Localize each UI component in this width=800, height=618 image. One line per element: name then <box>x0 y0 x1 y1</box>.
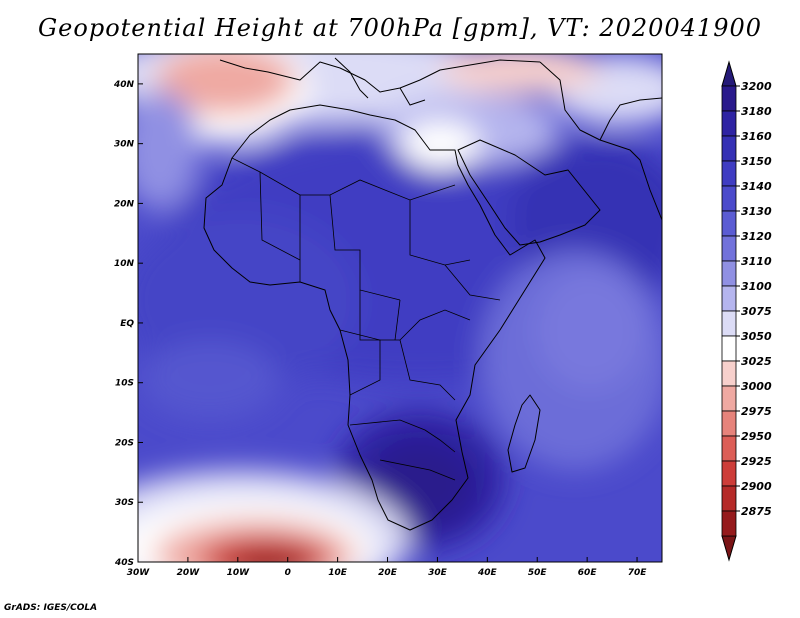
colorbar-swatch <box>721 360 737 387</box>
colorbar-label: 3000 <box>741 380 772 393</box>
colorbar-label: 3140 <box>741 180 772 193</box>
colorbar-swatch <box>721 435 737 462</box>
colorbar-label: 3075 <box>741 305 772 318</box>
lon-tick-label: 20E <box>378 568 398 578</box>
colorbar-swatch <box>721 410 737 437</box>
lat-tick-label: 20S <box>115 438 134 448</box>
colorbar-swatch <box>721 335 737 362</box>
lon-tick-label: 10W <box>227 568 251 578</box>
lon-tick-label: 30W <box>127 568 151 578</box>
colorbar-swatch <box>721 260 737 287</box>
colorbar-label: 2900 <box>741 480 772 493</box>
colorbar-label: 3120 <box>741 230 772 243</box>
longitude-axis: 30W 20W 10W 0 10E 20E 30E 40E 50E 60E 70E <box>127 557 647 578</box>
colorbar-swatch <box>721 185 737 212</box>
colorbar-label: 3200 <box>741 80 772 93</box>
colorbar-swatch <box>721 235 737 262</box>
colorbar-label: 3110 <box>741 255 772 268</box>
country-borders <box>231 157 501 481</box>
colorbar-swatch <box>721 210 737 237</box>
lon-tick-label: 20W <box>177 568 201 578</box>
map-frame <box>137 53 663 563</box>
colorbar-label: 2875 <box>741 505 772 518</box>
colorbar: 3200 3180 3160 3150 3140 3130 3120 3110 3100 3075… <box>721 60 772 562</box>
coastlines <box>203 57 662 531</box>
colorbar-label: 2925 <box>741 455 772 468</box>
colorbar-label: 3150 <box>741 155 772 168</box>
colorbar-label: 3180 <box>741 105 772 118</box>
credit-label: GrADS: IGES/COLA <box>4 603 98 613</box>
colorbar-swatch <box>721 160 737 187</box>
lon-tick-label: 30E <box>428 568 448 578</box>
colorbar-swatch <box>721 110 737 137</box>
lon-tick-label: 0 <box>285 568 291 578</box>
colorbar-label: 3100 <box>741 280 772 293</box>
lat-tick-label: 40S <box>114 558 134 568</box>
colorbar-swatch <box>721 85 737 112</box>
lat-tick-label: 30N <box>114 140 135 150</box>
lat-tick-label: 40N <box>113 80 135 90</box>
lon-tick-label: 70E <box>628 568 648 578</box>
colorbar-swatch <box>721 460 737 487</box>
colorbar-swatch <box>721 135 737 162</box>
lon-tick-label: 10E <box>328 568 348 578</box>
lon-tick-label: 50E <box>528 568 548 578</box>
colorbar-label: 3130 <box>741 205 772 218</box>
colorbar-swatch <box>721 485 737 512</box>
colorbar-bottom-cap <box>721 535 737 562</box>
colorbar-label: 3050 <box>741 330 772 343</box>
latitude-axis: 40N 30N 20N 10N EQ 10S 20S 30S 40S <box>113 80 143 568</box>
colorbar-swatch <box>721 510 737 537</box>
height-field <box>138 54 662 562</box>
lon-tick-label: 40E <box>477 568 498 578</box>
lat-tick-label: 10S <box>115 379 134 389</box>
colorbar-top-cap <box>721 60 737 87</box>
lat-tick-label: EQ <box>120 319 134 329</box>
colorbar-swatch <box>721 285 737 312</box>
colorbar-swatch <box>721 385 737 412</box>
lon-tick-label: 60E <box>578 568 598 578</box>
map-title: Geopotential Height at 700hPa [gpm], VT:… <box>38 14 762 42</box>
lat-tick-label: 30S <box>115 498 134 508</box>
colorbar-swatch <box>721 310 737 337</box>
colorbar-label: 3025 <box>741 355 772 368</box>
lat-tick-label: 20N <box>114 199 135 209</box>
colorbar-label: 2950 <box>741 430 772 443</box>
lat-tick-label: 10N <box>114 259 135 269</box>
colorbar-label: 3160 <box>741 130 772 143</box>
colorbar-label: 2975 <box>741 405 772 418</box>
